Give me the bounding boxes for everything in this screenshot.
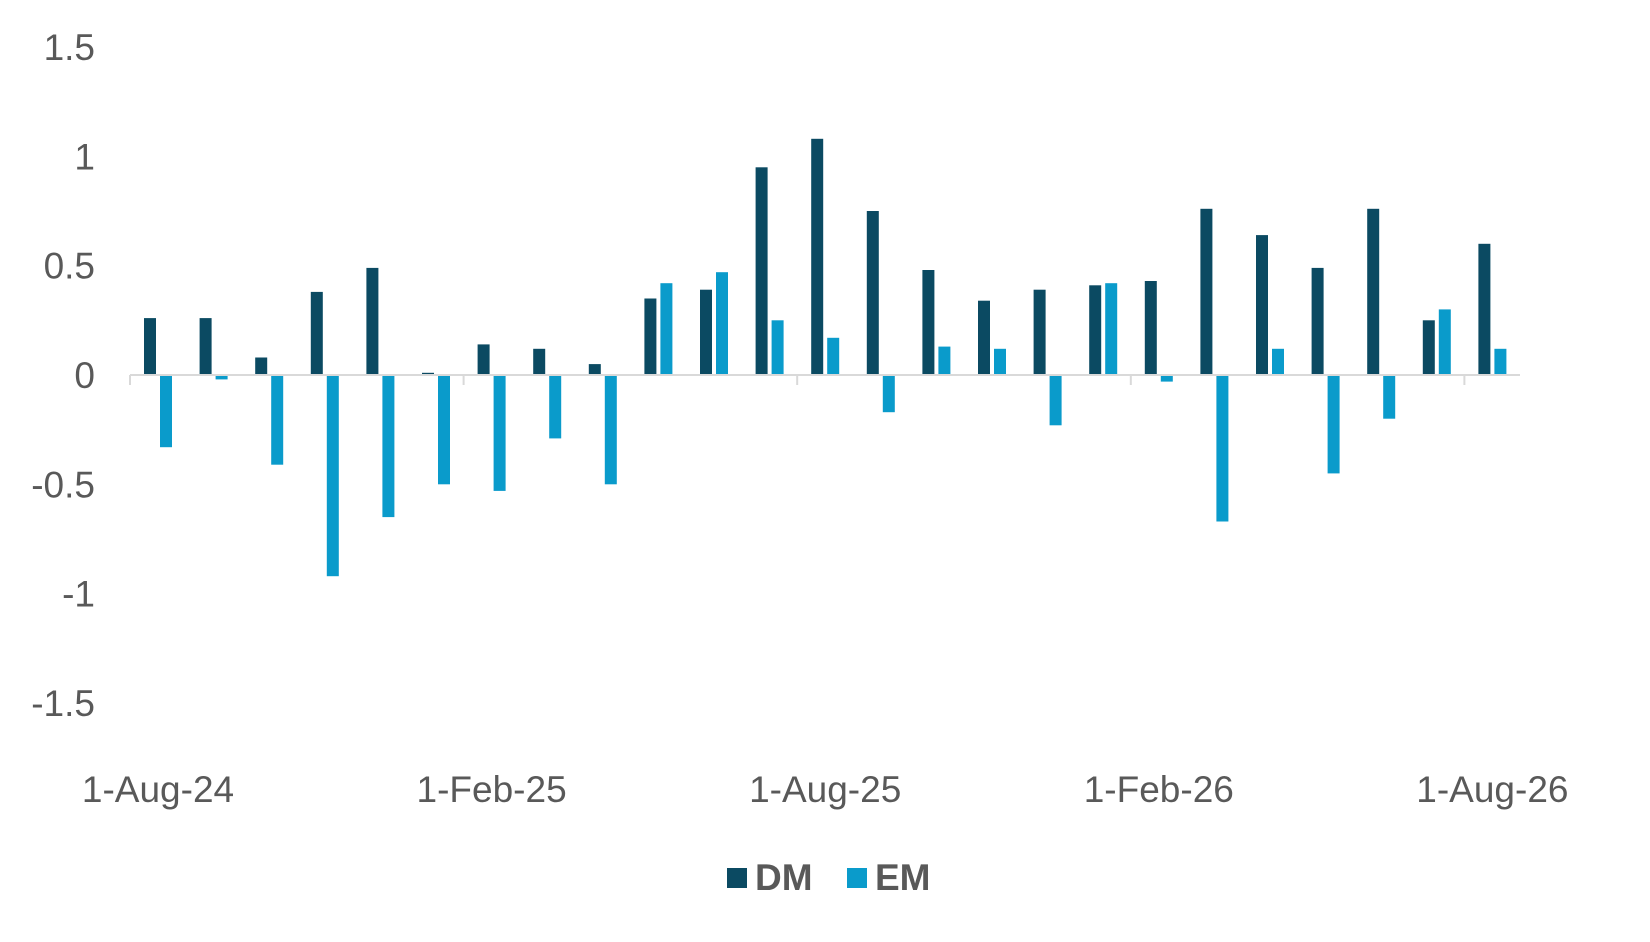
bar-em-sep-25 <box>882 375 895 413</box>
y-tick-label: 1 <box>74 136 95 177</box>
x-tick-label: 1-Aug-26 <box>1416 769 1568 810</box>
bar-dm-sep-24 <box>199 318 212 375</box>
bar-em-jul-26 <box>1438 309 1451 375</box>
bar-em-may-25 <box>660 283 673 375</box>
bars-layer <box>144 138 1507 577</box>
x-tick-label: 1-Feb-25 <box>417 769 567 810</box>
bar-dm-feb-26 <box>1144 281 1157 375</box>
bar-em-aug-24 <box>160 375 172 448</box>
bar-em-jun-26 <box>1383 375 1396 419</box>
bar-em-mar-25 <box>549 375 562 439</box>
bar-dm-jul-26 <box>1422 320 1435 375</box>
y-tick-label: -1.5 <box>31 683 95 724</box>
bar-dm-aug-25 <box>811 138 824 375</box>
y-tick-label: -0.5 <box>31 464 95 505</box>
bar-dm-mar-26 <box>1200 208 1213 375</box>
bar-dm-nov-24 <box>310 291 323 375</box>
bar-dm-jul-25 <box>755 167 768 375</box>
y-tick-label: 1.5 <box>44 27 95 68</box>
legend-swatch-dm <box>727 868 747 888</box>
bar-dm-apr-25 <box>588 364 601 375</box>
bar-em-apr-25 <box>604 375 617 485</box>
bar-dm-aug-26 <box>1478 243 1491 375</box>
bar-dm-dec-24 <box>366 267 379 375</box>
bar-em-nov-25 <box>994 348 1006 375</box>
bar-dm-mar-25 <box>533 348 546 375</box>
labels-layer: 1.5 1 0.5 0 -0.5 -1 -1.5 1-Aug-24 1-Feb-25 1-Aug-… <box>31 27 1568 810</box>
bar-dm-feb-25 <box>477 344 490 375</box>
y-tick-label: 0 <box>74 355 95 396</box>
legend-label-em: EM <box>875 857 931 898</box>
bar-dm-oct-25 <box>922 270 935 375</box>
bar-em-feb-26 <box>1160 375 1173 382</box>
x-tick-label: 1-Aug-25 <box>749 769 901 810</box>
bar-em-sep-24 <box>215 375 228 380</box>
bar-em-aug-26 <box>1494 348 1507 375</box>
bar-dm-may-25 <box>644 298 657 375</box>
axis-layer <box>129 374 1520 385</box>
x-tick-label: 1-Feb-26 <box>1084 769 1234 810</box>
legend: DM EM <box>727 857 931 898</box>
bar-dm-apr-26 <box>1256 235 1268 375</box>
bar-dm-jan-26 <box>1089 285 1102 375</box>
bar-em-jul-25 <box>771 320 784 375</box>
bar-dm-aug-24 <box>144 318 156 375</box>
y-tick-label: -1 <box>62 574 95 615</box>
bar-dm-may-26 <box>1311 267 1324 375</box>
bar-em-oct-25 <box>938 346 951 375</box>
bar-em-dec-24 <box>382 375 395 518</box>
bar-em-jan-26 <box>1105 283 1118 375</box>
bar-em-jan-25 <box>438 375 450 485</box>
bar-em-aug-25 <box>827 337 840 375</box>
bar-dm-dec-25 <box>1033 289 1046 375</box>
legend-label-dm: DM <box>755 857 813 898</box>
bar-em-oct-24 <box>271 375 284 465</box>
legend-swatch-em <box>847 868 867 888</box>
x-tick-label: 1-Aug-24 <box>82 769 234 810</box>
bar-dm-jan-25 <box>422 372 434 375</box>
bar-em-jun-25 <box>716 272 728 375</box>
bar-dm-jun-26 <box>1367 208 1380 375</box>
bar-em-nov-24 <box>326 375 339 577</box>
bar-em-dec-25 <box>1049 375 1062 426</box>
bar-em-feb-25 <box>493 375 506 491</box>
bar-em-may-26 <box>1327 375 1340 474</box>
bar-dm-nov-25 <box>978 300 990 375</box>
bar-em-apr-26 <box>1272 348 1284 375</box>
bar-em-mar-26 <box>1216 375 1229 522</box>
y-tick-label: 0.5 <box>44 246 95 287</box>
bar-dm-sep-25 <box>866 211 879 375</box>
bar-dm-oct-24 <box>255 357 268 375</box>
bar-dm-jun-25 <box>700 289 712 375</box>
